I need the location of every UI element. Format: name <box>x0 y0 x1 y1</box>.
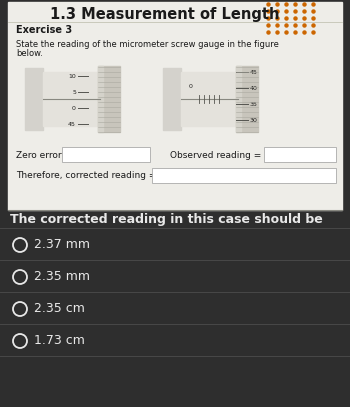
Bar <box>98 66 120 132</box>
Bar <box>43 72 98 126</box>
Text: 35: 35 <box>250 101 258 107</box>
Bar <box>8 2 342 210</box>
Text: Observed reading =: Observed reading = <box>170 151 261 160</box>
Text: 45: 45 <box>250 70 258 74</box>
Text: below.: below. <box>16 49 43 58</box>
Text: 2.37 mm: 2.37 mm <box>34 239 90 252</box>
Text: Zero error =: Zero error = <box>16 151 72 160</box>
Bar <box>62 147 150 162</box>
Text: The corrected reading in this case should be: The corrected reading in this case shoul… <box>10 214 323 227</box>
Text: 40: 40 <box>250 85 258 90</box>
Bar <box>264 147 336 162</box>
Bar <box>236 66 258 132</box>
Text: 0: 0 <box>189 83 193 88</box>
Text: 10: 10 <box>68 74 76 79</box>
Text: State the reading of the micrometer screw gauge in the figure: State the reading of the micrometer scre… <box>16 40 279 49</box>
Bar <box>163 68 181 130</box>
Text: 1.73 cm: 1.73 cm <box>34 335 85 348</box>
Bar <box>152 168 336 183</box>
Text: 45: 45 <box>68 122 76 127</box>
Text: 5: 5 <box>72 90 76 94</box>
Bar <box>25 68 43 130</box>
Text: 1.3 Measurement of Length: 1.3 Measurement of Length <box>50 7 280 22</box>
Text: 30: 30 <box>250 118 258 123</box>
Text: 0: 0 <box>72 105 76 110</box>
Bar <box>181 72 236 126</box>
Text: Exercise 3: Exercise 3 <box>16 25 72 35</box>
Text: 2.35 cm: 2.35 cm <box>34 302 85 315</box>
Text: 2.35 mm: 2.35 mm <box>34 271 90 284</box>
Text: Therefore, corrected reading =: Therefore, corrected reading = <box>16 171 156 180</box>
Bar <box>98 66 103 132</box>
Bar <box>236 66 241 132</box>
